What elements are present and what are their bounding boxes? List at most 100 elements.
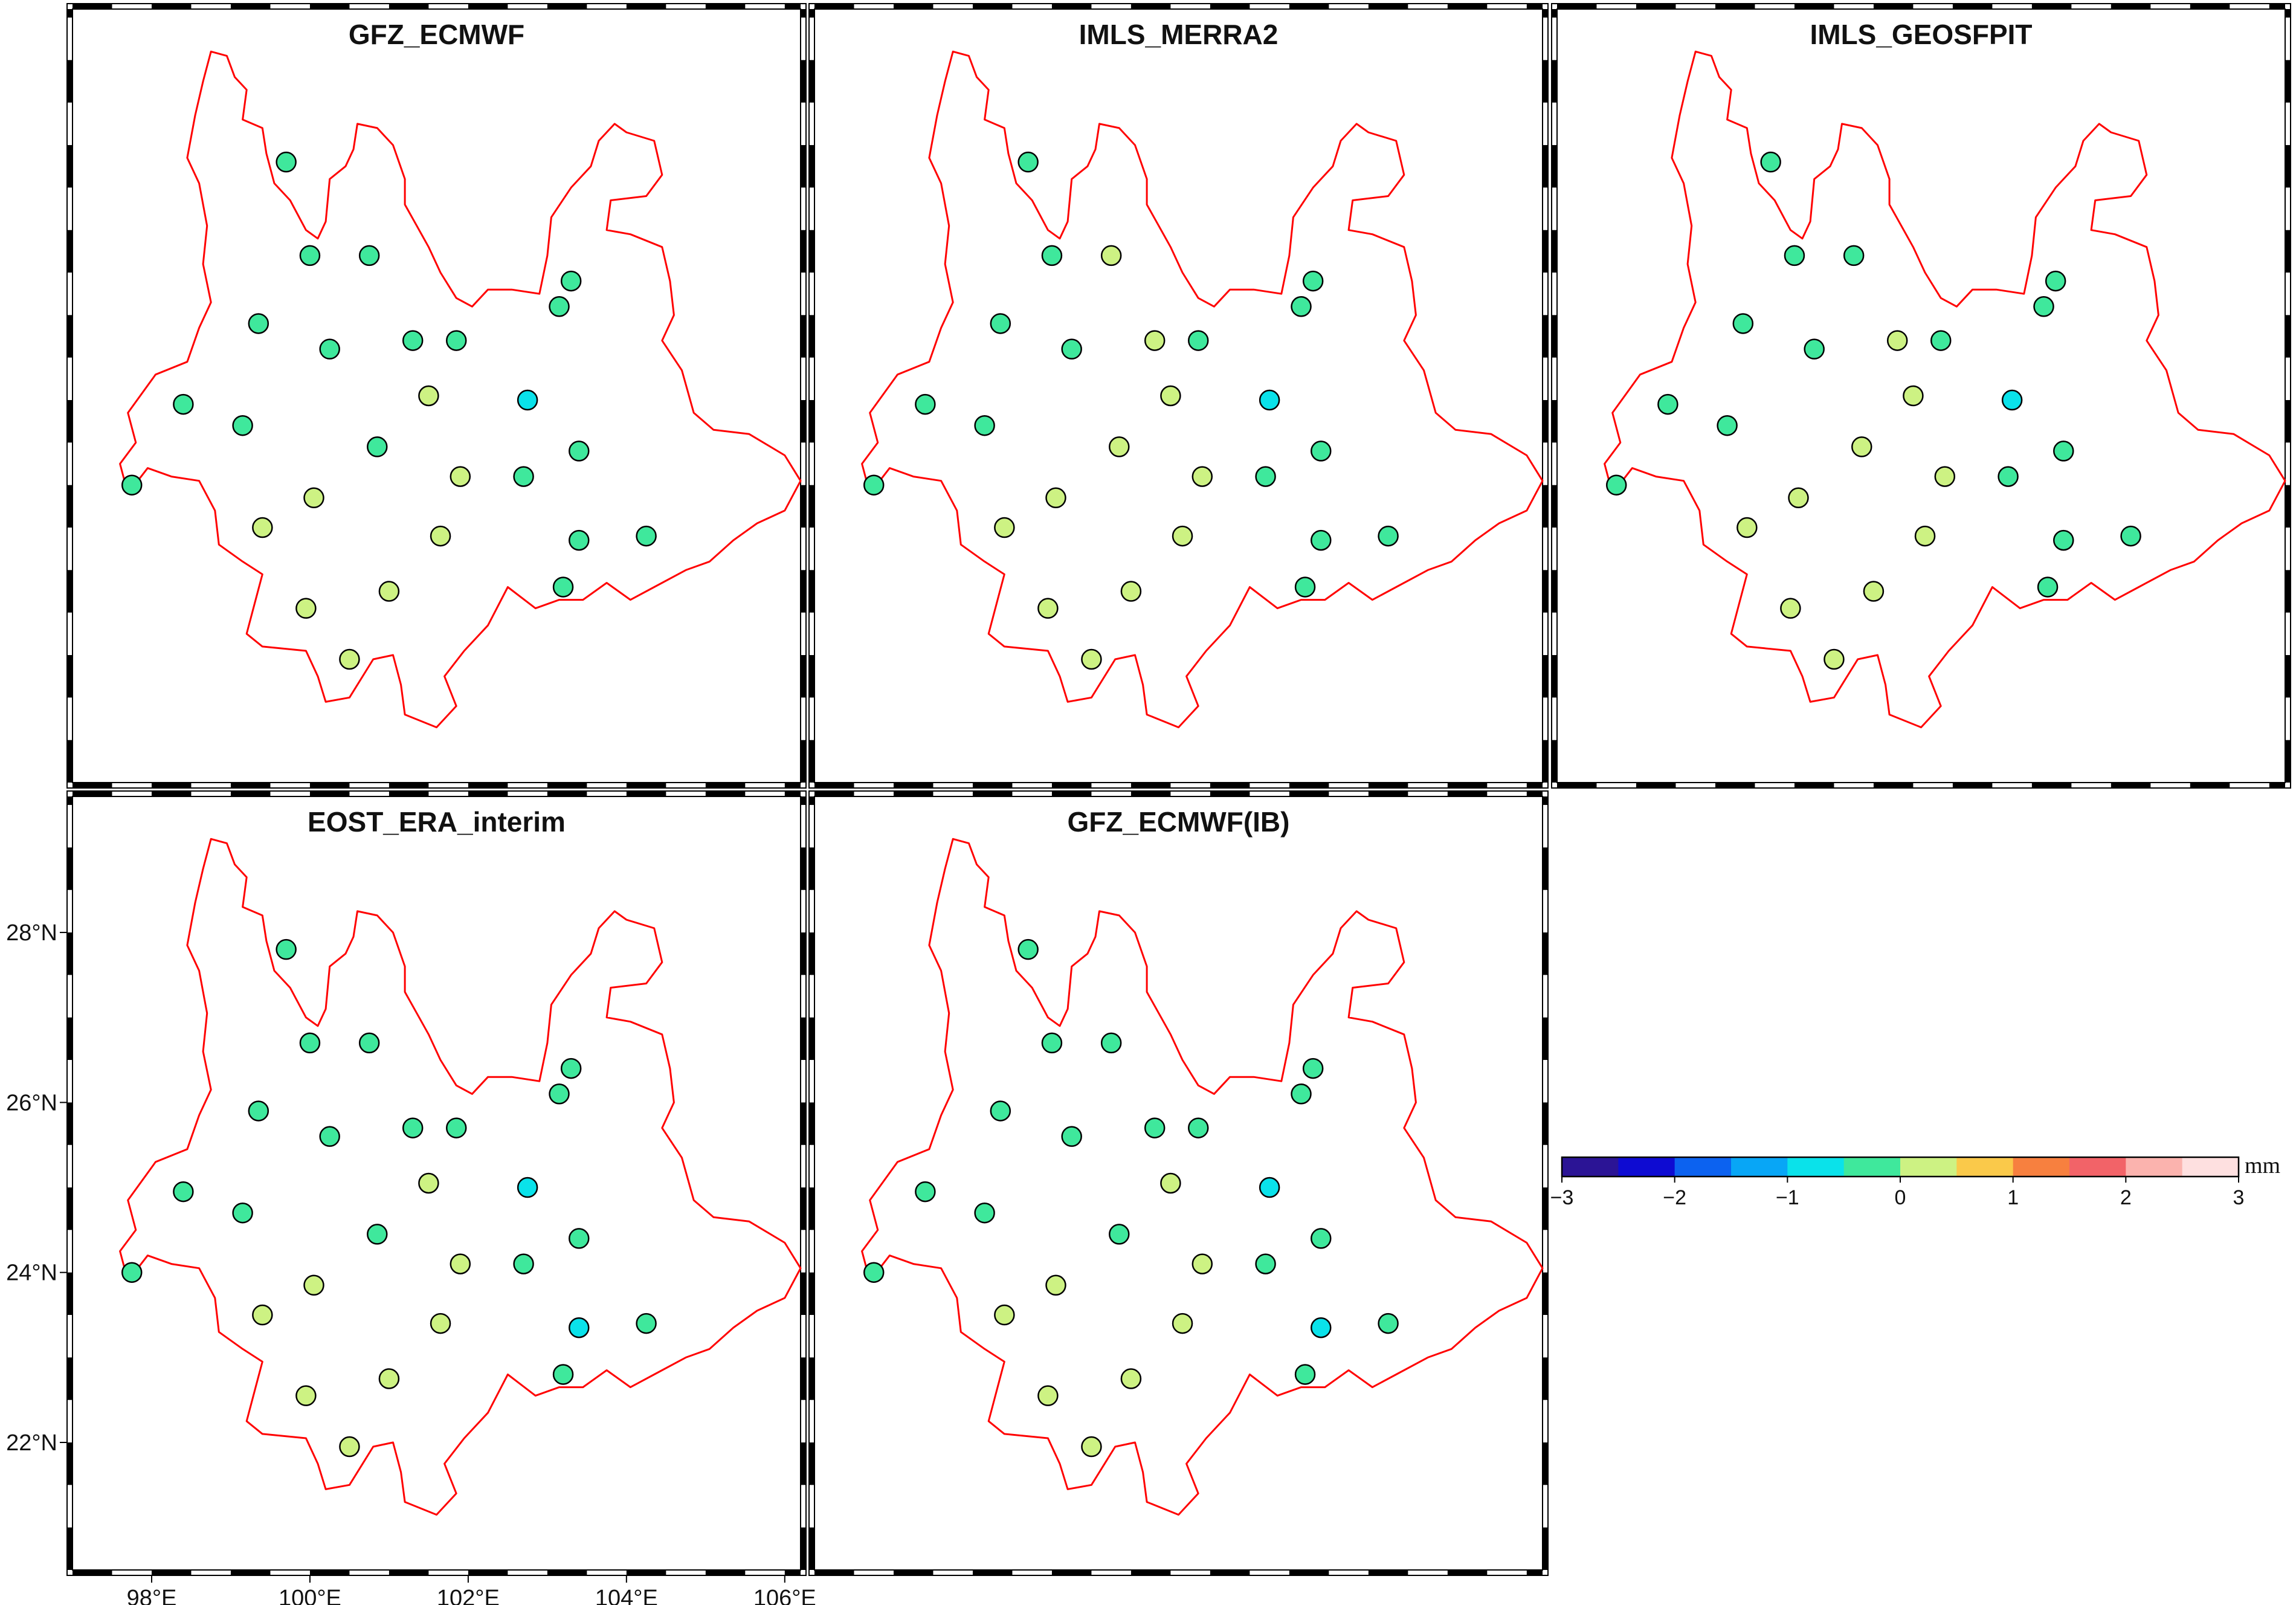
- colorbar-segment: [2069, 1157, 2126, 1177]
- station-marker: [1311, 1228, 1332, 1249]
- station-marker: [1780, 598, 1801, 619]
- station-marker: [1109, 1224, 1130, 1245]
- colorbar-tick-label: −3: [1550, 1186, 1574, 1209]
- station-marker: [121, 474, 143, 496]
- station-marker: [232, 415, 253, 436]
- station-marker: [430, 525, 451, 547]
- station-marker: [1081, 648, 1102, 670]
- station-marker: [1061, 1126, 1082, 1147]
- colorbar-tick-label: 2: [2120, 1186, 2132, 1209]
- station-marker: [303, 1274, 324, 1296]
- lat-tick-label: 24°N: [6, 1261, 57, 1286]
- colorbar-segment: [1956, 1157, 2014, 1177]
- panel-title: GFZ_ECMWF: [349, 19, 524, 50]
- panel-title: GFZ_ECMWF(IB): [1068, 806, 1290, 838]
- panel-title: EOST_ERA_interim: [308, 806, 566, 838]
- map-panel: IMLS_GEOSFPIT: [1551, 3, 2291, 789]
- lat-tick-label: 28°N: [6, 920, 57, 946]
- station-marker: [1037, 598, 1059, 619]
- station-marker: [636, 1313, 657, 1334]
- lon-tick-label: 102°E: [437, 1586, 500, 1605]
- station-marker: [339, 648, 360, 670]
- station-marker: [418, 1172, 439, 1194]
- station-marker: [1863, 581, 1885, 602]
- station-marker: [990, 313, 1011, 334]
- station-marker: [1037, 1385, 1059, 1406]
- station-marker: [990, 1100, 1011, 1122]
- station-marker: [450, 1253, 471, 1274]
- station-marker: [1144, 330, 1166, 351]
- station-marker: [1255, 1253, 1276, 1274]
- station-marker: [549, 296, 570, 317]
- province-boundary: [861, 838, 1544, 1516]
- station-marker: [1100, 1032, 1122, 1054]
- province-boundary: [119, 838, 802, 1516]
- station-marker: [569, 441, 590, 462]
- station-marker: [319, 338, 340, 360]
- map-panel: EOST_ERA_interim 22°N 24°N 26°N 28°N 98°E 100°…: [6, 790, 816, 1605]
- station-marker: [569, 529, 590, 551]
- station-marker: [517, 389, 538, 411]
- province-boundary: [861, 50, 1544, 729]
- station-marker: [1311, 441, 1332, 462]
- province-boundary: [1604, 50, 2286, 729]
- colorbar-tick-label: 0: [1895, 1186, 1906, 1209]
- station-marker: [1824, 648, 1845, 670]
- station-marker: [339, 1436, 360, 1458]
- station-marker: [552, 576, 574, 598]
- station-marker: [248, 313, 269, 334]
- panel-title: IMLS_MERRA2: [1079, 19, 1279, 50]
- station-marker: [863, 474, 885, 496]
- station-marker: [1041, 1032, 1063, 1054]
- colorbar-segment: [1618, 1157, 1675, 1177]
- colorbar-segment: [1562, 1157, 1619, 1177]
- province-boundary: [119, 50, 802, 729]
- map-frame: [66, 3, 807, 789]
- station-marker: [402, 1117, 424, 1138]
- station-marker: [1784, 245, 1805, 266]
- station-marker: [1294, 1364, 1316, 1385]
- station-marker: [1302, 1058, 1324, 1079]
- station-marker: [1259, 1177, 1280, 1198]
- map-frame: [66, 790, 807, 1576]
- station-marker: [232, 1202, 253, 1224]
- station-marker: [1160, 1172, 1181, 1194]
- station-marker: [2120, 525, 2141, 547]
- station-marker: [1100, 245, 1122, 266]
- station-marker: [295, 598, 317, 619]
- station-marker: [1017, 938, 1039, 960]
- station-marker: [173, 393, 194, 415]
- station-marker: [252, 1304, 273, 1326]
- station-marker: [445, 330, 467, 351]
- station-marker: [1172, 1313, 1193, 1334]
- colorbar: −3 −2 −1 0 1 2 3mm: [1550, 1153, 2281, 1209]
- station-marker: [994, 1304, 1015, 1326]
- station-marker: [1255, 466, 1276, 487]
- station-marker: [276, 938, 297, 960]
- station-marker: [1017, 151, 1039, 173]
- station-marker: [1903, 385, 1924, 407]
- station-marker: [1172, 525, 1193, 547]
- station-marker: [994, 517, 1015, 538]
- station-marker: [1187, 330, 1209, 351]
- station-marker: [915, 1181, 936, 1203]
- station-marker: [1081, 1436, 1102, 1458]
- colorbar-unit: mm: [2245, 1153, 2280, 1178]
- station-marker: [2001, 389, 2023, 411]
- station-marker: [1732, 313, 1754, 334]
- station-marker: [1120, 1368, 1142, 1389]
- colorbar-segment: [1787, 1157, 1845, 1177]
- station-marker: [173, 1181, 194, 1203]
- station-marker: [1192, 466, 1213, 487]
- station-marker: [1886, 330, 1908, 351]
- station-marker: [2045, 270, 2066, 292]
- station-marker: [1045, 487, 1066, 509]
- station-marker: [1788, 487, 1809, 509]
- station-marker: [1187, 1117, 1209, 1138]
- station-marker: [1737, 517, 1758, 538]
- station-marker: [1294, 576, 1316, 598]
- station-marker: [915, 393, 936, 415]
- lat-tick-label: 26°N: [6, 1090, 57, 1116]
- station-marker: [1998, 466, 2019, 487]
